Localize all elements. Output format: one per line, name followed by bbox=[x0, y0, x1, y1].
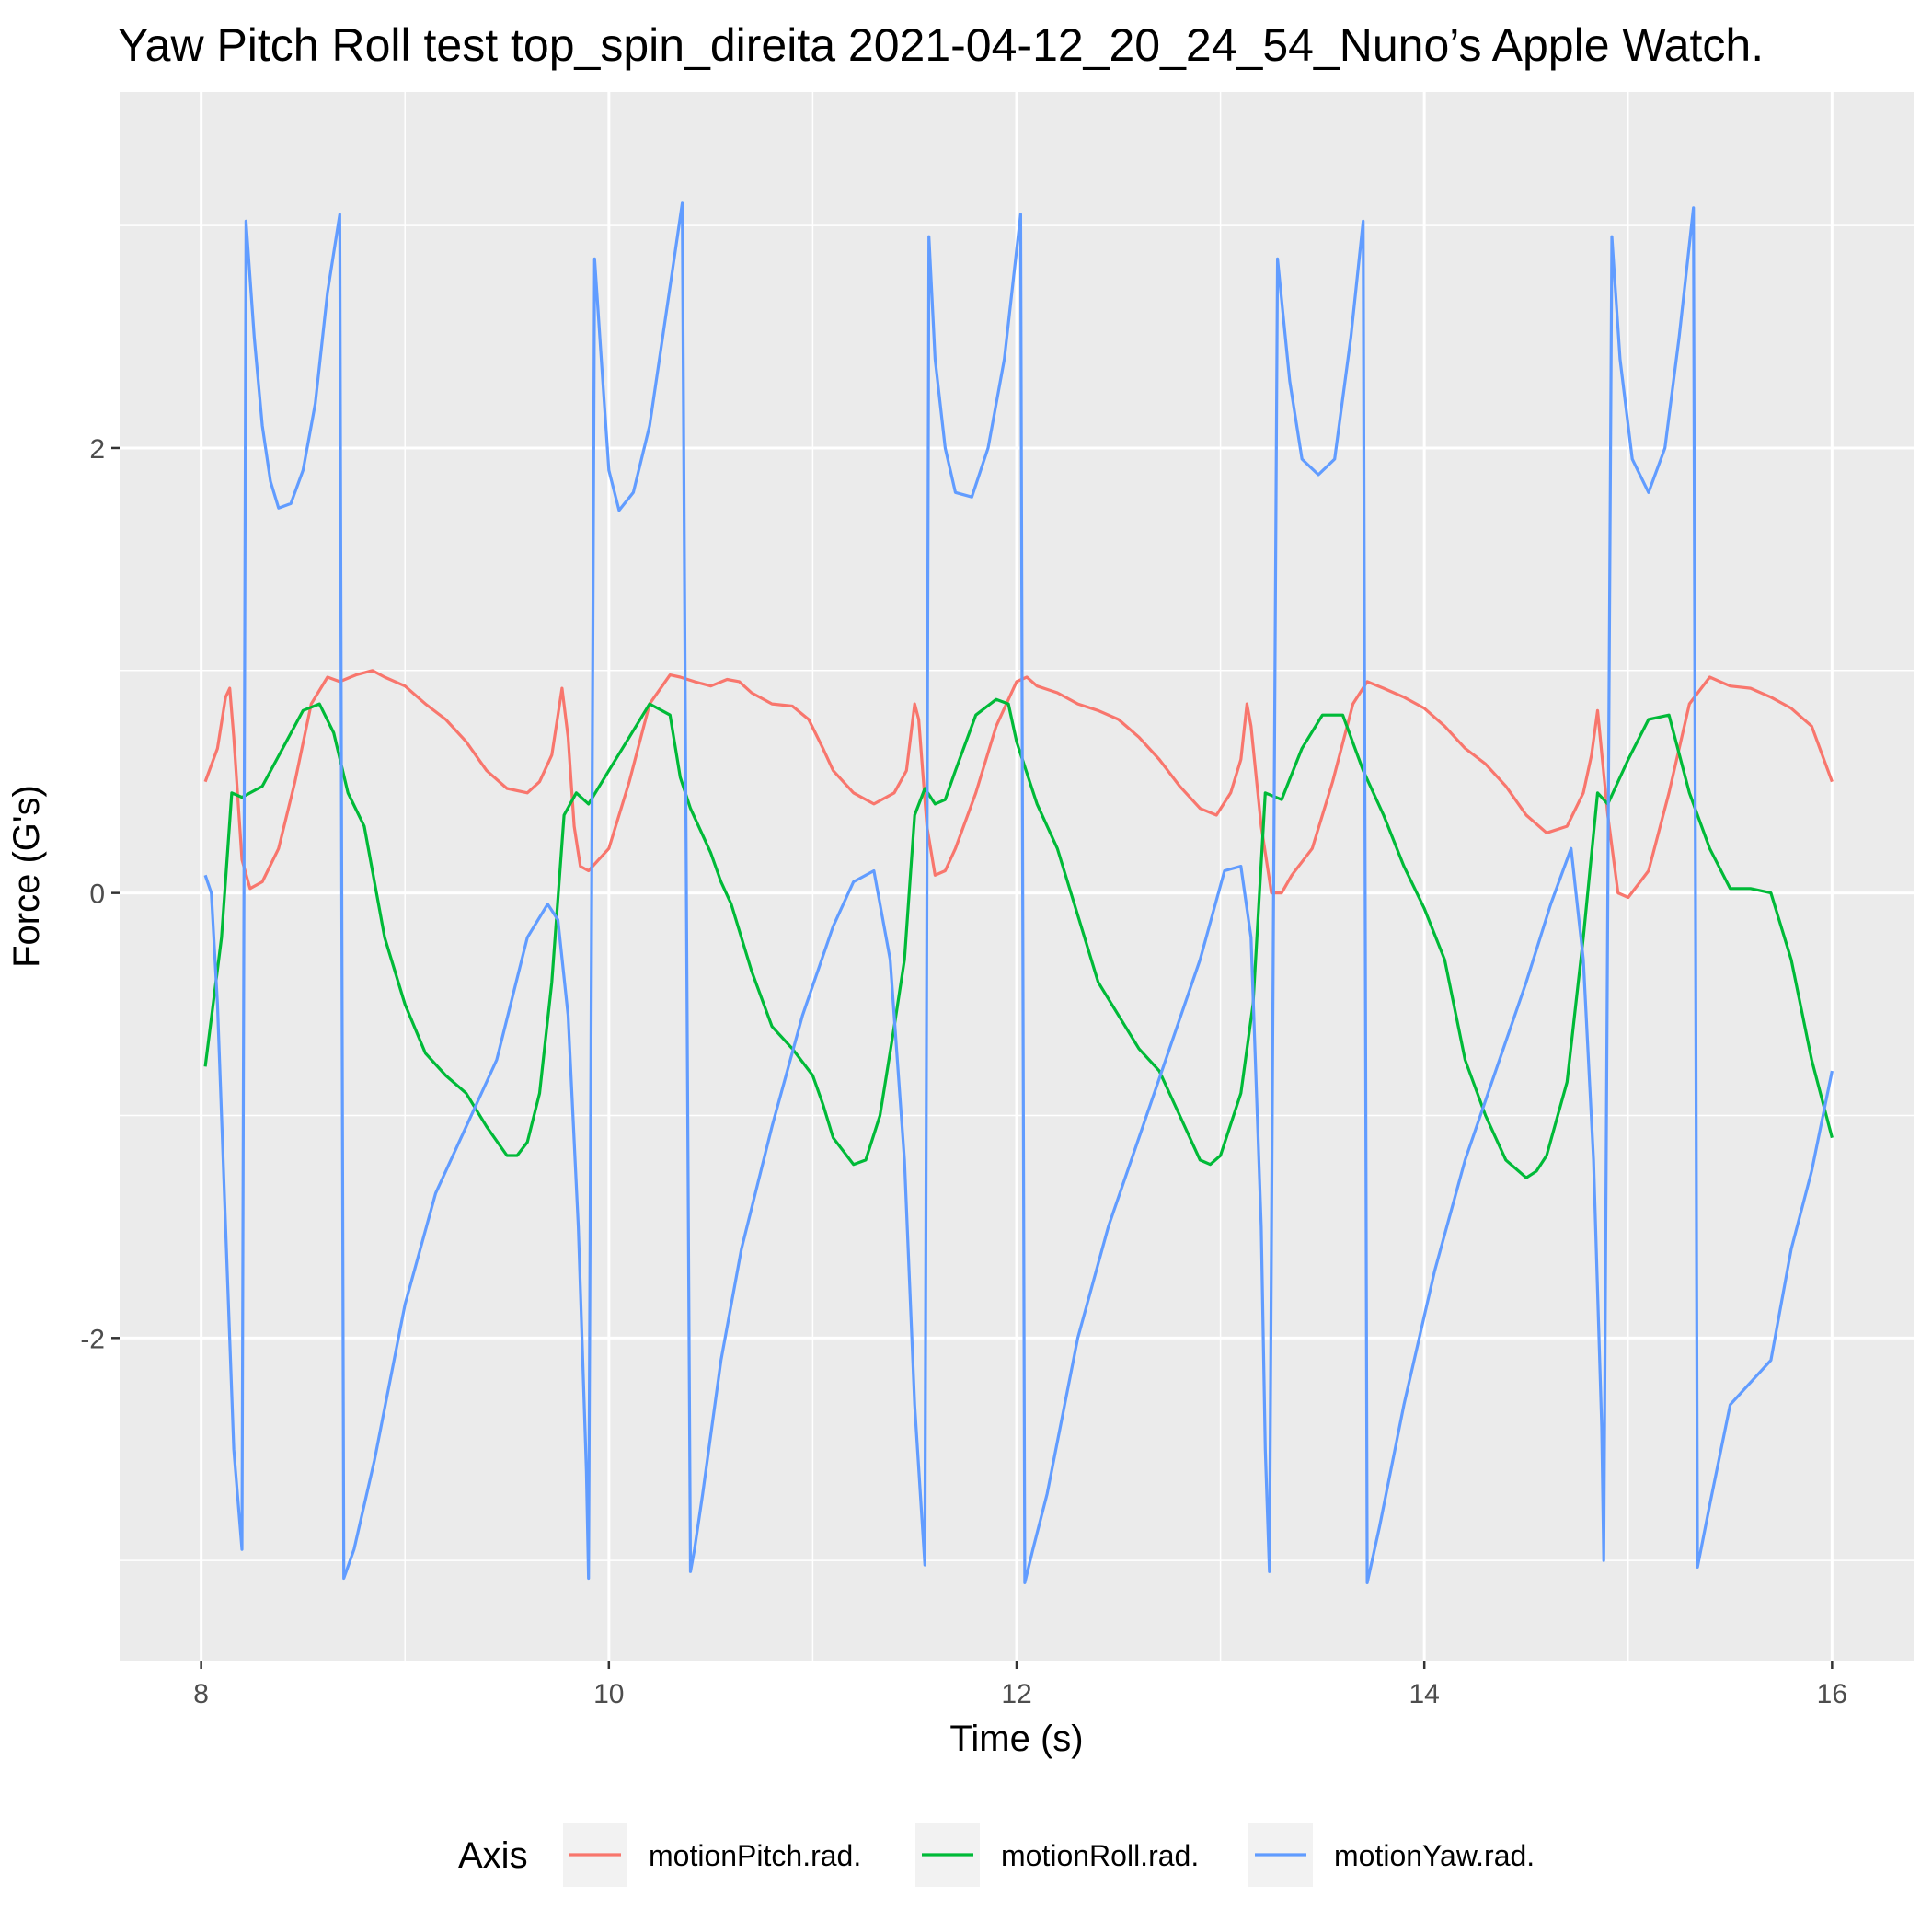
legend-title: Axis bbox=[458, 1835, 528, 1876]
x-tick-label: 14 bbox=[1409, 1679, 1439, 1709]
x-tick-label: 16 bbox=[1817, 1679, 1847, 1709]
y-tick-label: 2 bbox=[89, 434, 105, 465]
series-layer bbox=[203, 201, 1834, 1585]
y-tick-label: 0 bbox=[89, 880, 105, 910]
legend-label-2: motionRoll.rad. bbox=[1001, 1839, 1199, 1872]
x-tick-label: 12 bbox=[1001, 1679, 1031, 1709]
y-tick-label: -2 bbox=[80, 1324, 105, 1354]
x-tick-label: 10 bbox=[593, 1679, 624, 1709]
y-axis-ticks: -2 0 2 bbox=[80, 434, 120, 1354]
x-axis-title: Time (s) bbox=[949, 1719, 1083, 1759]
series-line-1 bbox=[203, 669, 1834, 900]
y-axis-title: Force (G's) bbox=[6, 785, 47, 968]
x-tick-label: 8 bbox=[193, 1679, 209, 1709]
series-line-3 bbox=[203, 201, 1834, 1585]
chart-title: Yaw Pitch Roll test top_spin_direita 202… bbox=[118, 19, 1764, 71]
major-gridlines bbox=[120, 92, 1914, 1661]
legend: Axis motionPitch.rad. motionRoll.rad. moti… bbox=[458, 1823, 1535, 1887]
x-axis-ticks: 8 10 12 14 16 bbox=[193, 1661, 1847, 1709]
series-line-2 bbox=[203, 697, 1834, 1179]
legend-label-1: motionPitch.rad. bbox=[649, 1839, 861, 1872]
legend-label-3: motionYaw.rad. bbox=[1334, 1839, 1535, 1872]
